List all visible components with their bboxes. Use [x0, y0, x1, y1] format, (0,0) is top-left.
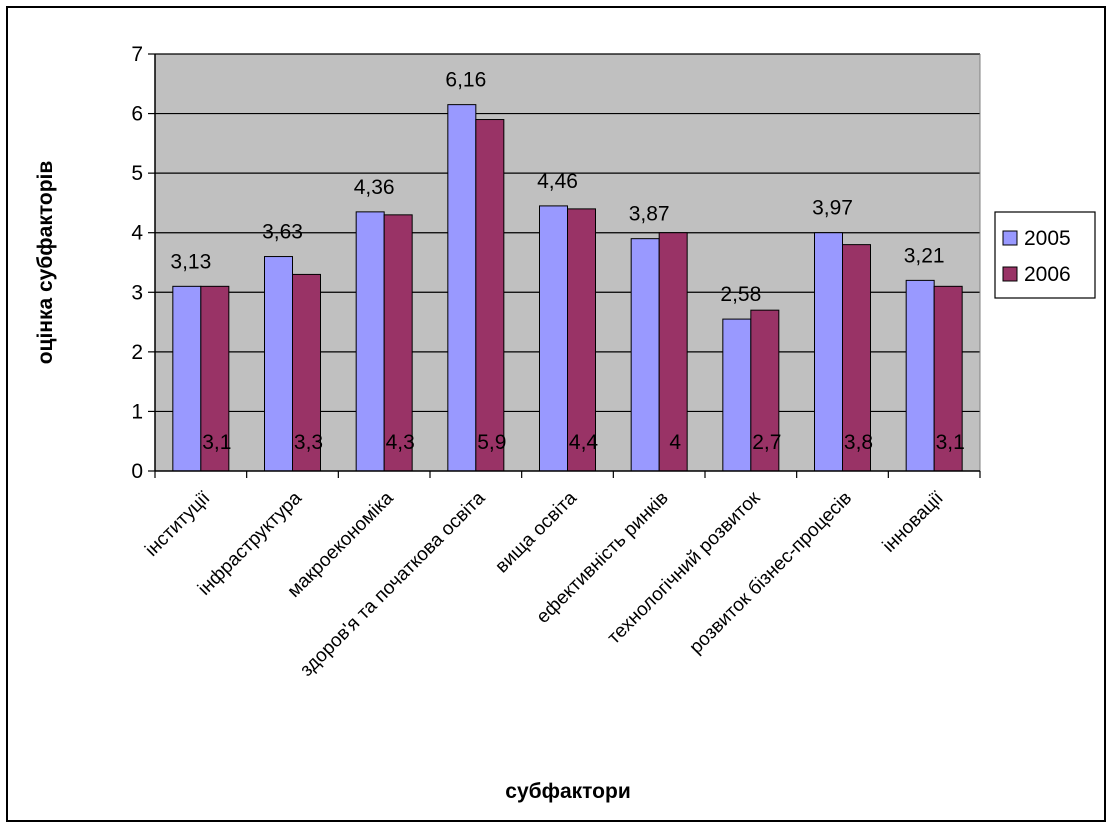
data-label-2006: 3,1: [936, 431, 965, 454]
bar-2005: [447, 104, 477, 472]
bar-2005: [539, 205, 568, 472]
y-tick-label: 3: [131, 281, 143, 304]
bar-2005: [630, 238, 660, 472]
legend-box: [994, 211, 1096, 299]
y-tick-label: 0: [131, 460, 143, 483]
data-labels: 3,13 3,1 3,63 3,3 4,36 4,3 6,16 5,9 4,46 4,4 3,87 4…: [170, 69, 964, 454]
data-label-2005: 6,16: [445, 69, 486, 92]
y-tick-labels: 0 1 2 3 4 5 6 7: [131, 43, 143, 483]
legend-label-2006: 2006: [1024, 263, 1071, 286]
x-tick-label: розвиток бізнес-процесів: [686, 488, 857, 659]
x-tick-label: інституції: [141, 487, 215, 561]
y-axis-title: оцінка субфакторів: [34, 161, 57, 365]
x-axis-title: субфактори: [505, 780, 630, 803]
data-label-2005: 3,97: [812, 197, 853, 220]
bar-2006: [750, 309, 780, 472]
data-label-2006: 3,8: [844, 431, 873, 454]
bar-2005: [264, 256, 293, 472]
bar-2006: [658, 232, 688, 472]
legend-swatch-2006: [1002, 266, 1018, 282]
bar-2006: [383, 214, 413, 472]
data-label-2005: 4,46: [537, 170, 578, 193]
bar-2005: [355, 211, 385, 472]
y-tick-label: 5: [131, 162, 143, 185]
y-tick-label: 7: [131, 43, 143, 66]
bar-2006: [292, 273, 321, 472]
axes: [148, 53, 981, 478]
data-label-2006: 3,3: [294, 431, 323, 454]
y-tick-label: 6: [131, 103, 143, 126]
data-label-2006: 2,7: [752, 431, 781, 454]
data-label-2005: 2,58: [720, 283, 761, 306]
y-tick-label: 2: [131, 341, 143, 364]
x-tick-label: здоров'я та початкова освіта: [296, 487, 489, 680]
x-tick-label: технологічний розвиток: [604, 487, 765, 648]
bar-2005: [814, 232, 843, 472]
bar-2006: [475, 119, 505, 472]
legend-swatch-2005: [1002, 230, 1018, 246]
x-tick-label: інновації: [879, 487, 949, 557]
data-label-2005: 3,13: [170, 250, 211, 273]
legend-label-2005: 2005: [1024, 227, 1071, 250]
legend: 2005 2006: [994, 211, 1096, 299]
bar-2005: [172, 285, 202, 472]
data-label-2005: 3,63: [262, 221, 303, 244]
y-tick-label: 4: [131, 222, 143, 245]
x-tick-labels: інституціїінфраструктурамакроекономіказд…: [141, 487, 948, 681]
data-label-2006: 4: [669, 431, 681, 454]
bar-2006: [933, 285, 963, 472]
data-label-2006: 4,4: [569, 431, 599, 454]
y-tick-label: 1: [131, 400, 143, 423]
x-tick-label: вища освіта: [491, 487, 581, 577]
data-label-2006: 5,9: [477, 431, 506, 454]
bar-2005: [722, 318, 752, 472]
data-label-2006: 4,3: [386, 431, 415, 454]
data-label-2005: 3,21: [904, 244, 945, 267]
data-label-2005: 3,87: [629, 203, 670, 226]
data-label-2005: 4,36: [354, 176, 395, 199]
data-label-2006: 3,1: [202, 431, 231, 454]
bar-2005: [905, 279, 935, 472]
